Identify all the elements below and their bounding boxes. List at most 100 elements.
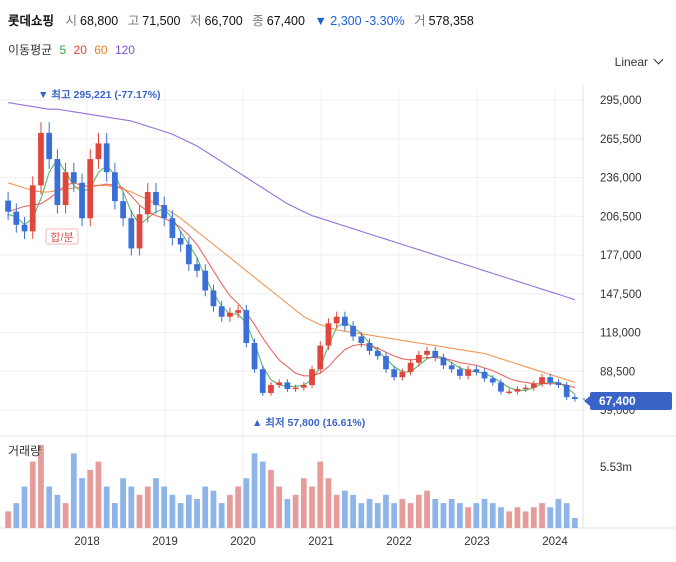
volume-bar	[29, 461, 36, 528]
volume-bar	[46, 486, 53, 528]
volume-bar	[498, 507, 504, 528]
candle-body	[292, 387, 299, 390]
candle-body	[399, 371, 406, 378]
volume-bar	[555, 498, 562, 528]
volume-bar	[161, 486, 168, 528]
volume-bar	[481, 498, 488, 528]
volume-bar	[407, 503, 414, 528]
volume-bar	[177, 503, 184, 528]
event-marker-label: 합/분	[50, 231, 73, 244]
volume-bar	[284, 498, 291, 528]
volume-bar	[374, 503, 381, 528]
volume-bar	[235, 486, 241, 528]
volume-bar	[13, 503, 20, 528]
volume-bar	[243, 478, 250, 528]
candle-body	[120, 201, 126, 219]
candle-body	[358, 336, 365, 344]
candle-body	[79, 182, 85, 219]
candle-body	[415, 354, 422, 363]
candle-body	[506, 391, 513, 394]
volume-bar	[473, 503, 480, 528]
x-tick-label: 2020	[230, 536, 256, 548]
volume-bar	[539, 503, 545, 528]
volume-bar	[38, 445, 44, 528]
y-tick-label: 118,000	[600, 328, 641, 340]
volume-bar	[227, 494, 233, 528]
badge-pointer-icon	[584, 396, 590, 406]
candle-body	[251, 343, 258, 370]
close-label: 종	[252, 14, 264, 28]
volume-bar	[317, 461, 324, 528]
y-tick-label: 206,500	[600, 211, 642, 223]
volume-bar	[457, 503, 463, 528]
candle-body	[342, 316, 348, 326]
ma-20[interactable]: 20	[73, 43, 87, 57]
candle-body	[498, 382, 504, 392]
candle-body	[153, 191, 159, 206]
candle-body	[350, 325, 356, 337]
candle-body	[243, 310, 250, 344]
volume-bar	[391, 503, 398, 528]
candle-body	[87, 159, 94, 219]
candle-body	[235, 310, 241, 313]
ma-20-line	[7, 182, 576, 389]
x-tick-label: 2022	[386, 536, 412, 548]
candle-body	[259, 369, 266, 393]
volume-panel-label: 거래량	[8, 444, 42, 458]
candle-body	[547, 377, 554, 383]
moving-average-legend: 이동평균 5 20 60 120	[8, 41, 139, 58]
volume-bar	[489, 503, 496, 528]
candle-body	[210, 290, 217, 307]
volume-bar	[62, 503, 69, 528]
candle-body	[144, 191, 151, 215]
candle-body	[457, 369, 463, 376]
low-value: 66,700	[204, 14, 243, 28]
volume-bar	[70, 453, 77, 528]
open-label: 시	[65, 14, 78, 28]
volume-bar	[333, 494, 340, 528]
candle-body	[407, 362, 414, 372]
x-tick-label: 2021	[308, 536, 334, 548]
volume-bar	[194, 498, 200, 528]
volume-bar	[5, 511, 11, 528]
scale-toggle[interactable]: Linear	[614, 54, 664, 69]
volume-bar	[547, 507, 554, 528]
volume-bar	[87, 469, 94, 528]
candle-body	[21, 224, 28, 232]
volume-bar	[268, 469, 274, 528]
candle-body	[128, 218, 135, 249]
volume-value: 578,358	[428, 14, 474, 28]
low-annotation: ▲ 최저 57,800 (16.61%)	[252, 416, 365, 429]
volume-bar	[136, 494, 143, 528]
candle-body	[194, 264, 200, 271]
ma-120[interactable]: 120	[114, 43, 135, 57]
volume-bar	[21, 486, 28, 528]
volume-bar	[530, 507, 537, 528]
candle-body	[218, 306, 225, 317]
volume-bar	[366, 498, 373, 528]
candle-body	[440, 357, 447, 366]
y-tick-label: 177,000	[600, 250, 642, 262]
x-tick-label: 2024	[542, 536, 568, 548]
candle-body	[29, 185, 36, 232]
candle-body	[13, 211, 20, 225]
volume-bar	[218, 503, 225, 528]
candle-body	[300, 385, 307, 388]
volume-bar	[563, 503, 570, 528]
open-value: 68,800	[80, 14, 119, 28]
close-value: 67,400	[266, 14, 305, 28]
volume-bar	[309, 486, 315, 528]
volume-bar	[185, 494, 192, 528]
candle-body	[448, 365, 455, 370]
candle-body	[489, 378, 496, 383]
scale-toggle-label: Linear	[614, 55, 648, 69]
ma-60[interactable]: 60	[94, 43, 108, 57]
ma-5[interactable]: 5	[59, 43, 67, 57]
candle-body	[530, 383, 537, 388]
candle-body	[276, 382, 283, 386]
candle-body	[317, 345, 324, 370]
ma-60-line	[7, 182, 576, 383]
volume-bar	[506, 511, 513, 528]
current-price-value: 67,400	[599, 394, 636, 408]
